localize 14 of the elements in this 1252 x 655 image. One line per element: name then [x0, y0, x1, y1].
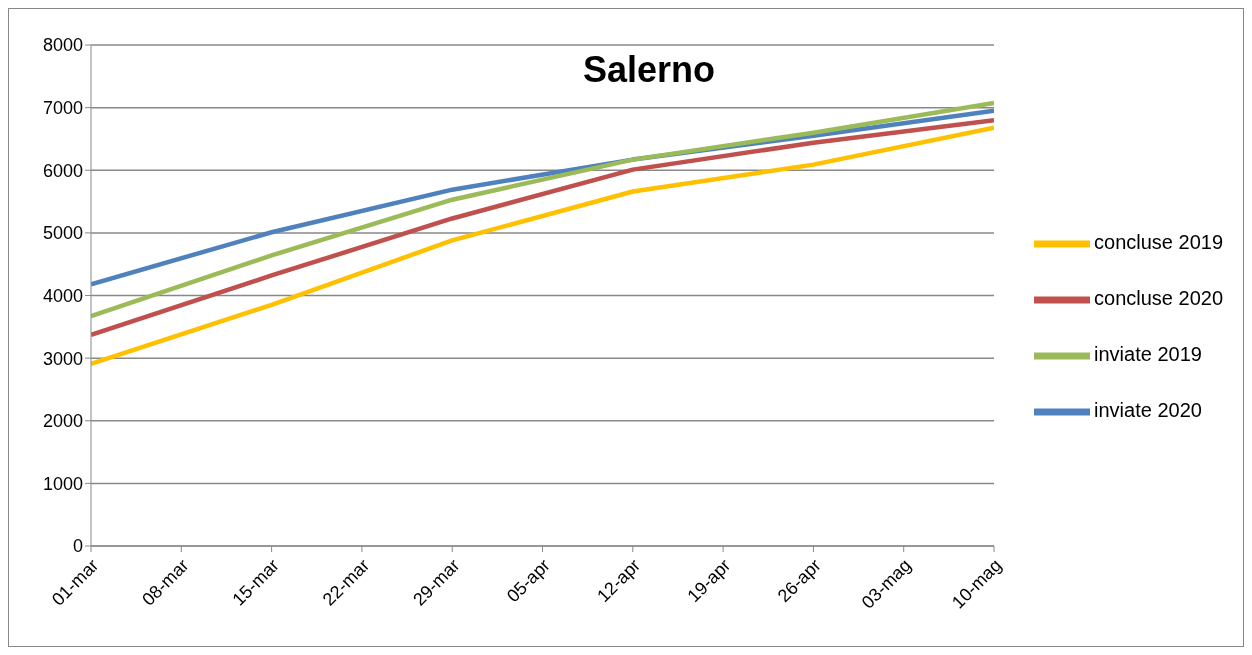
legend-label: concluse 2020	[1094, 286, 1223, 309]
y-tick-label: 8000	[42, 35, 83, 56]
y-tick-label: 4000	[42, 285, 83, 306]
legend-label: inviate 2020	[1094, 398, 1202, 421]
y-tick-label: 3000	[42, 348, 83, 369]
y-tick-label: 0	[72, 536, 83, 557]
y-tick-label: 7000	[42, 98, 83, 119]
chart-title: Salerno	[581, 49, 716, 91]
y-tick-label: 1000	[42, 473, 83, 494]
legend-label: inviate 2019	[1094, 342, 1202, 365]
legend-label: concluse 2019	[1094, 230, 1223, 253]
y-tick-label: 2000	[42, 411, 83, 432]
y-tick-label: 6000	[42, 160, 83, 181]
y-tick-label: 5000	[42, 223, 83, 244]
